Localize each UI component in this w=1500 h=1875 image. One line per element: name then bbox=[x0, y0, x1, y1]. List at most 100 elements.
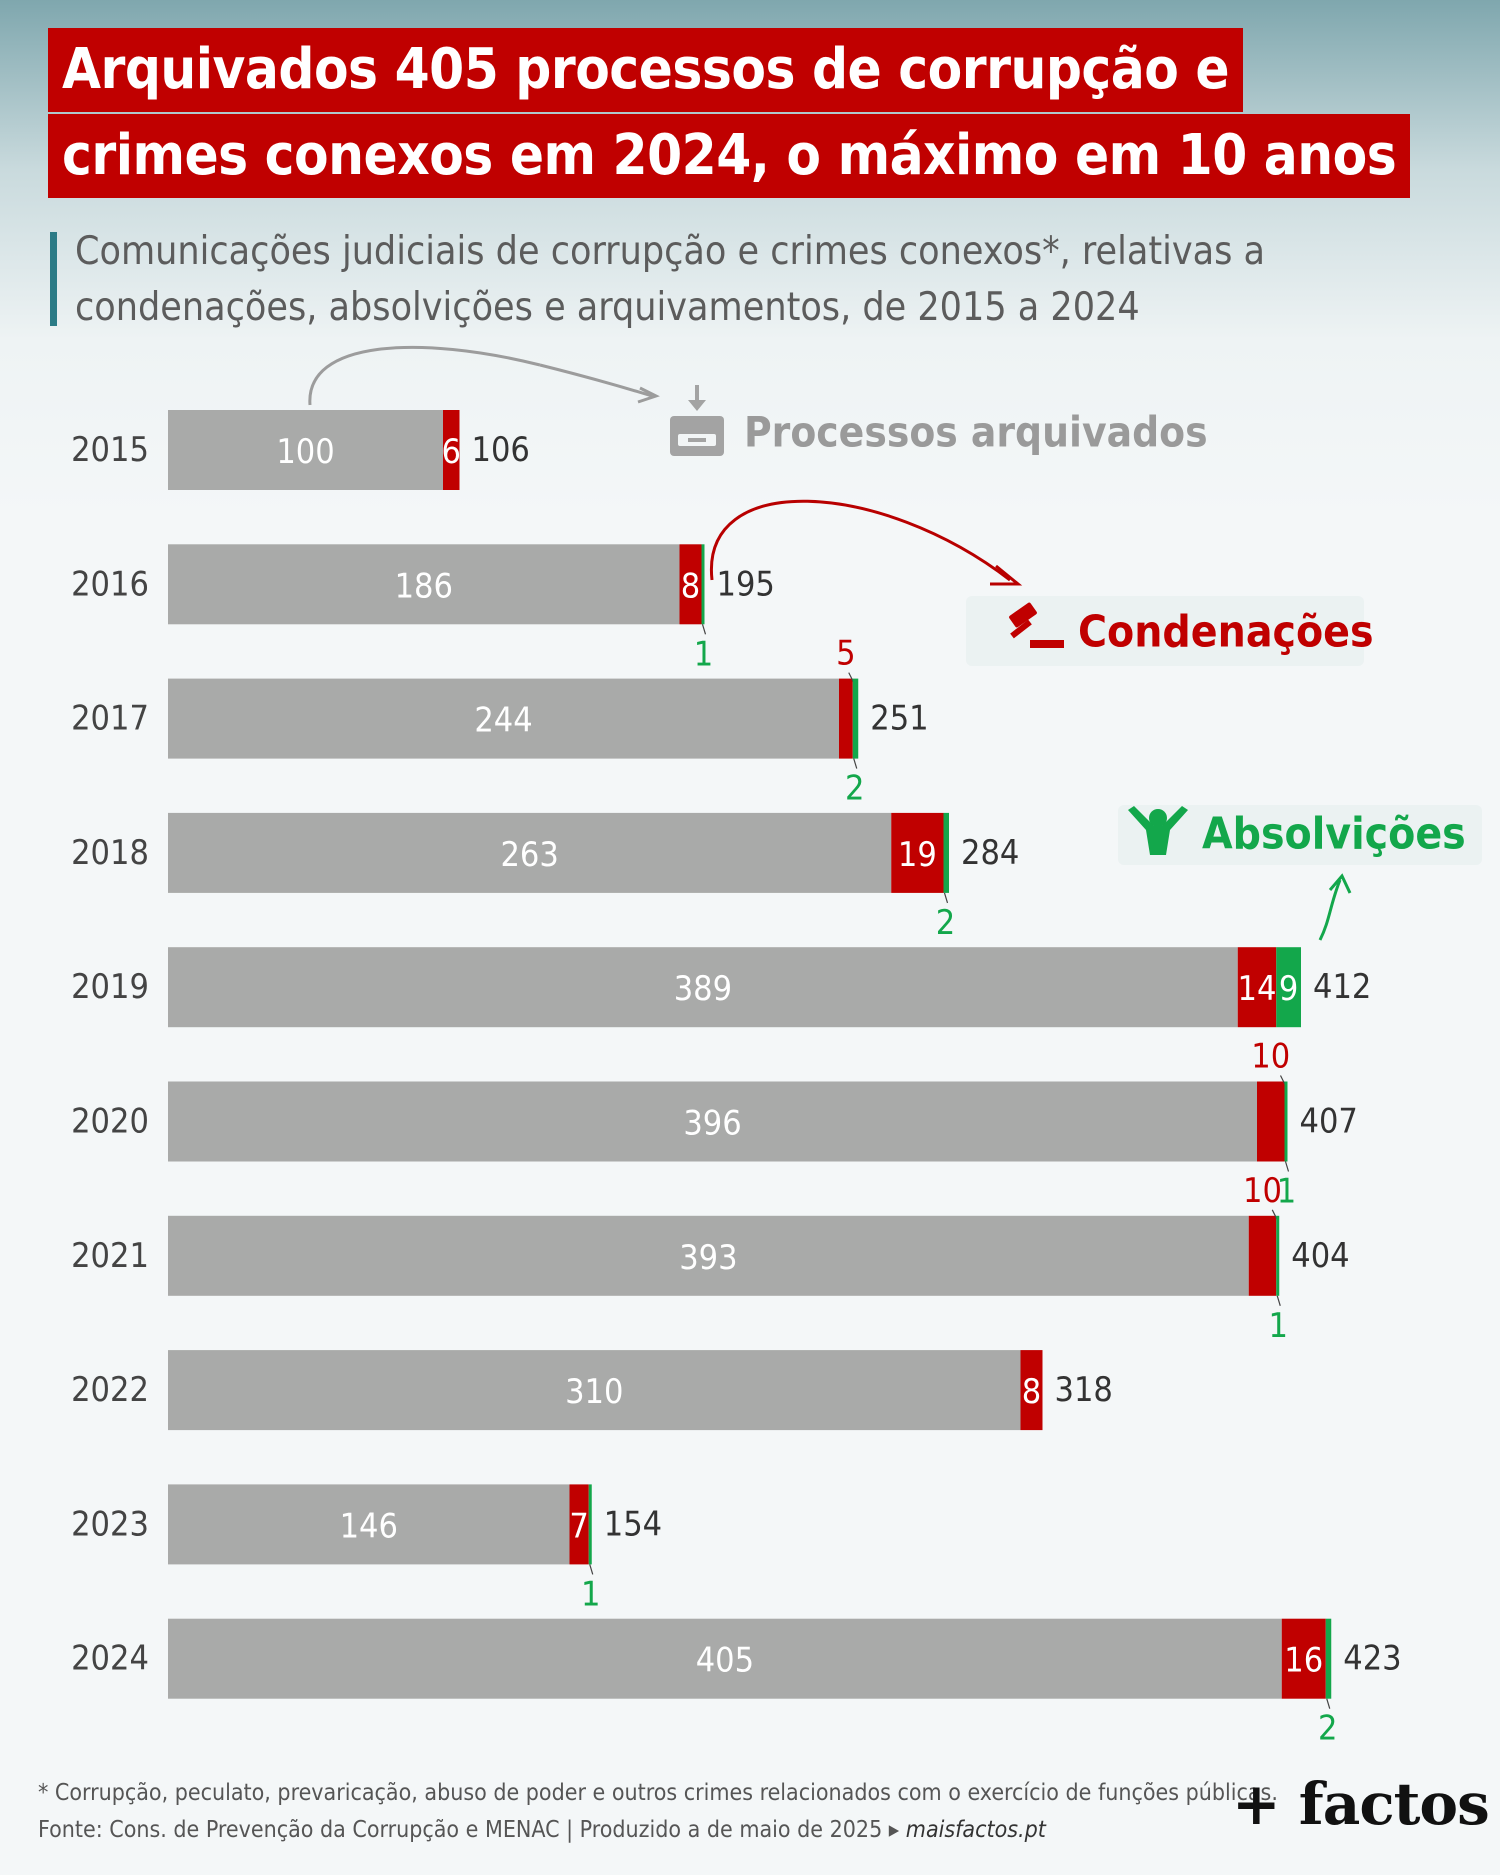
value-label-condenacoes: 14 bbox=[1238, 969, 1277, 1009]
chart-title-line-1: Arquivados 405 processos de corrupção e bbox=[48, 28, 1244, 112]
arrow-absolvicoes bbox=[1318, 879, 1342, 941]
value-label-arquivados: 186 bbox=[395, 566, 453, 606]
year-label: 2016 bbox=[71, 564, 149, 604]
value-label-absolvicoes: 1 bbox=[1269, 1306, 1288, 1346]
legend-absolvicoes-box bbox=[1118, 805, 1482, 865]
bar-condenacoes bbox=[839, 678, 853, 759]
arrow-head-absolvicoes bbox=[1328, 873, 1352, 894]
value-label-absolvicoes: 1 bbox=[581, 1574, 600, 1614]
year-label: 2023 bbox=[71, 1504, 149, 1544]
total-label: 318 bbox=[1055, 1370, 1113, 1410]
value-label-condenacoes: 16 bbox=[1284, 1641, 1323, 1681]
value-label-arquivados: 263 bbox=[500, 835, 558, 875]
chart-subtitle: Comunicações judiciais de corrupção e cr… bbox=[75, 229, 1265, 330]
bar-arquivados bbox=[168, 947, 1238, 1028]
legend-absolvicoes-label: Absolvições bbox=[1202, 809, 1466, 860]
bar-absolvicoes bbox=[852, 678, 859, 759]
total-label: 404 bbox=[1291, 1236, 1349, 1276]
gavel-icon bbox=[1009, 602, 1037, 628]
value-label-arquivados: 389 bbox=[674, 969, 732, 1009]
bar-condenacoes bbox=[1237, 947, 1277, 1028]
brand-logo: + factos bbox=[1232, 1770, 1490, 1838]
total-label: 284 bbox=[961, 833, 1019, 873]
bar-arquivados bbox=[168, 1215, 1249, 1296]
total-label: 251 bbox=[870, 699, 928, 739]
archive-arrow-head bbox=[688, 400, 706, 411]
bar-arquivados bbox=[168, 678, 839, 759]
bar-arquivados bbox=[168, 812, 892, 893]
subtitle-accent-bar bbox=[50, 232, 57, 326]
value-label-condenacoes: 8 bbox=[1022, 1372, 1041, 1412]
year-label: 2017 bbox=[71, 699, 149, 739]
leader-line-absolvicoes bbox=[1284, 1161, 1290, 1172]
total-label: 106 bbox=[472, 430, 530, 470]
value-label-arquivados: 396 bbox=[683, 1104, 741, 1144]
gavel-base bbox=[1030, 640, 1064, 648]
bar-absolvicoes bbox=[588, 1484, 592, 1565]
leader-line-absolvicoes bbox=[589, 1564, 594, 1575]
arrow-arquivados-tail bbox=[539, 363, 653, 398]
bar-arquivados bbox=[168, 1618, 1282, 1699]
bar-absolvicoes bbox=[701, 544, 705, 625]
legend-arquivados-label: Processos arquivados bbox=[744, 408, 1208, 457]
value-label-absolvicoes: 9 bbox=[1279, 969, 1298, 1009]
bar-arquivados bbox=[168, 1350, 1021, 1431]
value-label-absolvicoes: 2 bbox=[936, 903, 955, 943]
arrow-head-arquivados bbox=[637, 386, 660, 404]
arrow-condenacoes bbox=[710, 499, 1011, 582]
source-text: Fonte: Cons. de Prevenção da Corrupção e… bbox=[38, 1817, 906, 1843]
total-label: 154 bbox=[604, 1504, 662, 1544]
year-label: 2024 bbox=[71, 1639, 149, 1679]
value-label-absolvicoes: 1 bbox=[694, 634, 713, 674]
chart-title-line-2: crimes conexos em 2024, o máximo em 10 a… bbox=[48, 114, 1411, 198]
bar-condenacoes bbox=[891, 812, 944, 893]
value-label-condenacoes: 8 bbox=[681, 566, 700, 606]
year-label: 2018 bbox=[71, 833, 149, 873]
value-label-arquivados: 393 bbox=[679, 1238, 737, 1278]
value-label-arquivados: 405 bbox=[696, 1641, 754, 1681]
value-label-condenacoes: 10 bbox=[1243, 1171, 1282, 1211]
value-label-condenacoes: 5 bbox=[836, 634, 855, 674]
value-label-absolvicoes: 2 bbox=[845, 769, 864, 809]
total-label: 195 bbox=[717, 564, 775, 604]
bar-condenacoes bbox=[569, 1484, 589, 1565]
bar-condenacoes bbox=[679, 544, 702, 625]
value-label-condenacoes: 6 bbox=[442, 432, 461, 472]
bar-condenacoes bbox=[443, 410, 460, 490]
value-label-absolvicoes: 2 bbox=[1318, 1709, 1337, 1749]
person-body bbox=[1128, 806, 1188, 855]
bar-arquivados bbox=[168, 1484, 570, 1565]
bar-arquivados bbox=[168, 1081, 1257, 1162]
leader-line-absolvicoes bbox=[1326, 1698, 1331, 1709]
bar-absolvicoes bbox=[1276, 1215, 1280, 1296]
person-raised-arms-icon bbox=[1149, 809, 1167, 827]
bar-absolvicoes bbox=[943, 812, 949, 893]
year-label: 2021 bbox=[71, 1236, 149, 1276]
leader-line-absolvicoes bbox=[943, 892, 949, 904]
leader-line-absolvicoes bbox=[1276, 1295, 1281, 1306]
source-site: maisfactos.pt bbox=[905, 1817, 1046, 1843]
bar-condenacoes bbox=[1257, 1081, 1285, 1162]
bar-arquivados bbox=[168, 410, 443, 490]
total-label: 423 bbox=[1343, 1639, 1401, 1679]
year-label: 2022 bbox=[71, 1370, 149, 1410]
bar-absolvicoes bbox=[1276, 947, 1301, 1028]
total-label: 412 bbox=[1313, 967, 1371, 1007]
source-line: Fonte: Cons. de Prevenção da Corrupção e… bbox=[38, 1817, 1046, 1843]
value-label-condenacoes: 7 bbox=[569, 1506, 588, 1546]
value-label-absolvicoes: 1 bbox=[1277, 1172, 1296, 1212]
bar-absolvicoes bbox=[1325, 1618, 1332, 1699]
arrow-head-condenacoes bbox=[990, 564, 1023, 586]
arrow-arquivados bbox=[308, 345, 541, 406]
archive-box-handle bbox=[688, 438, 706, 442]
value-label-arquivados: 310 bbox=[565, 1372, 623, 1412]
total-label: 407 bbox=[1300, 1102, 1358, 1142]
bar-condenacoes bbox=[1248, 1215, 1277, 1296]
footnote: * Corrupção, peculato, prevaricação, abu… bbox=[38, 1780, 1278, 1806]
bar-arquivados bbox=[168, 544, 680, 625]
leader-line-absolvicoes bbox=[701, 624, 707, 635]
year-label: 2015 bbox=[71, 430, 149, 470]
bar-condenacoes bbox=[1020, 1350, 1043, 1431]
value-label-arquivados: 100 bbox=[276, 432, 334, 472]
